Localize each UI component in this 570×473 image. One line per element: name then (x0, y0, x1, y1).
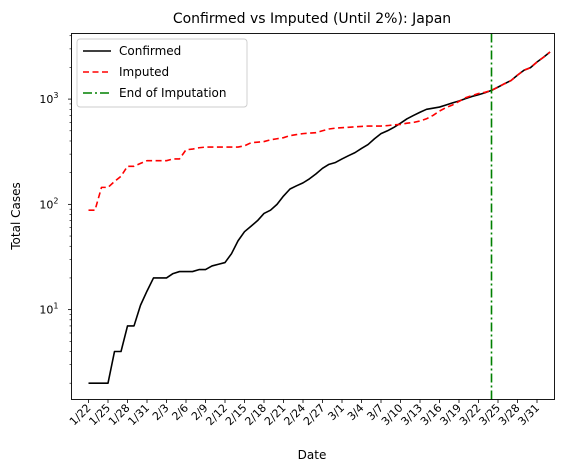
y-axis-label: Total Cases (9, 182, 23, 250)
x-tick-label: 3/31 (515, 401, 542, 428)
x-tick-label: 2/3 (150, 401, 172, 423)
legend: Confirmed Imputed End of Imputation (77, 39, 247, 107)
y-tick-exponent: 3 (53, 91, 58, 100)
legend-label: Imputed (119, 65, 169, 79)
x-tick-label: 2/27 (301, 401, 328, 428)
y-tick-label: 102 (39, 196, 58, 211)
x-tick-label: 3/4 (345, 401, 367, 423)
y-tick-base: 10 (39, 93, 53, 106)
y-tick-exponent: 1 (53, 302, 58, 311)
x-tick-label: 3/1 (325, 401, 347, 423)
y-tick-label: 103 (39, 91, 58, 106)
x-axis-label: Date (298, 448, 327, 462)
chart-title: Confirmed vs Imputed (Until 2%): Japan (173, 11, 451, 27)
x-tick-label: 1/31 (125, 401, 152, 428)
y-tick-base: 10 (39, 198, 53, 211)
y-tick-label: 101 (39, 302, 58, 317)
y-tick-base: 10 (39, 304, 53, 317)
y-tick-exponent: 2 (53, 196, 58, 205)
legend-label: Confirmed (119, 44, 181, 58)
legend-label: End of Imputation (119, 86, 227, 100)
x-tick-label: 2/6 (169, 401, 191, 423)
